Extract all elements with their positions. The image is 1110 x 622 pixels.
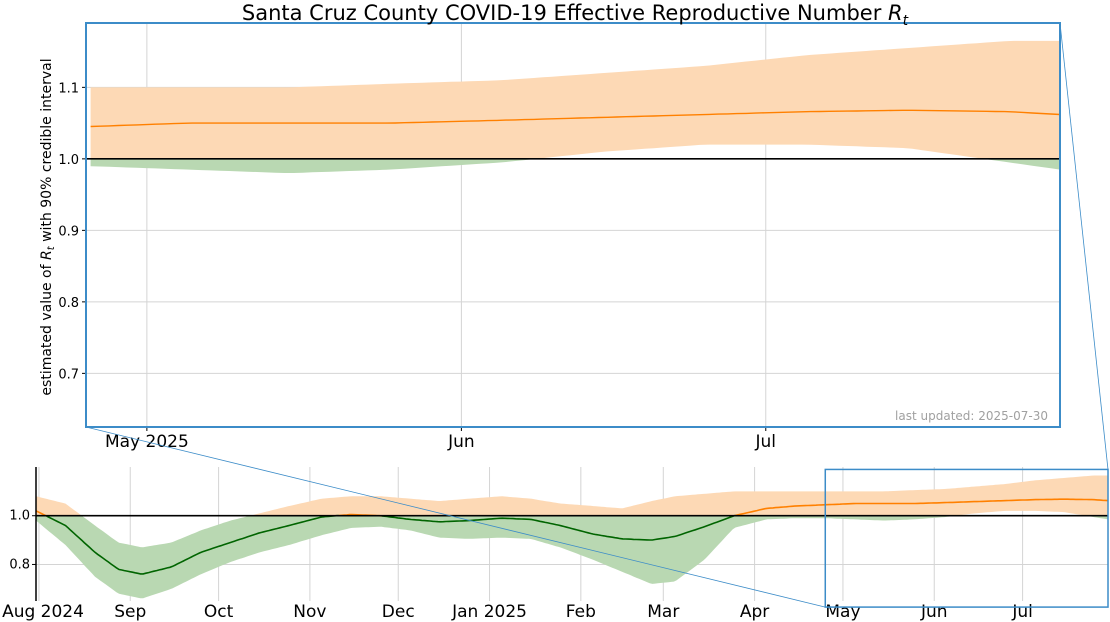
overview-credible-bands: [36, 475, 1108, 599]
chart-title: Santa Cruz County COVID-19 Effective Rep…: [242, 1, 909, 29]
chart-title-symbol: R: [888, 1, 903, 25]
overview-x-tick-label: Jun: [920, 602, 948, 622]
overview-x-tick-label: Nov: [293, 602, 326, 622]
y-axis-label-suffix: with 90% credible interval: [39, 58, 55, 241]
overview-y-tick-label: 0.8: [9, 557, 30, 572]
overview-x-tick-label: Aug 2024: [2, 602, 84, 622]
overview-x-tick-label: Dec: [382, 602, 415, 622]
overview-x-tick-label: Jul: [1011, 602, 1033, 622]
main-y-tick-label: 1.1: [58, 81, 79, 96]
overview-x-tick-label: Sep: [114, 602, 146, 622]
overview-band-above: [36, 475, 1108, 516]
main-y-tick-label: 0.8: [58, 296, 79, 311]
y-axis-label-symbol: R: [39, 250, 55, 260]
main-y-tick-label: 0.7: [58, 367, 79, 382]
overview-band-below: [36, 515, 1108, 599]
y-axis-label-prefix: estimated value of: [39, 263, 55, 395]
main-credible-bands: [90, 40, 1061, 173]
main-y-ticks: 0.7 0.8 0.9 1.0 1.1: [58, 81, 86, 382]
zoom-connector-lines: [85, 22, 1109, 608]
y-axis-label-subscript: t: [46, 245, 57, 250]
overview-zoom-box: [824, 468, 1109, 608]
overview-median-segment: [735, 498, 1109, 517]
main-y-tick-label: 0.9: [58, 224, 79, 239]
main-panel: 0.70.80.91.01.1 May 2025JunJul last upda…: [58, 22, 1061, 452]
chart-title-subscript: t: [903, 13, 909, 29]
zoom-connector-right: [1059, 22, 1109, 470]
zoom-connector-left: [85, 426, 826, 608]
last-updated-label: last updated: 2025-07-30: [895, 409, 1048, 423]
overview-x-tick-label: Jan 2025: [451, 602, 527, 622]
overview-median-segment: [46, 514, 339, 575]
overview-y-tick-label: 1.0: [9, 509, 30, 524]
main-band-above: [90, 40, 1061, 159]
main-median-line: [90, 109, 1061, 128]
main-median-segment: [90, 109, 1061, 128]
y-axis-label: estimated value of Rt with 90% credible …: [39, 58, 57, 395]
overview-x-ticks: Aug 2024 Sep Oct Nov Dec Jan 2025 Feb Mar Apr May…: [2, 602, 1033, 622]
main-x-tick-label: Jun: [447, 432, 475, 452]
overview-panel: 0.8 1.0 Aug 2024 Sep Oct Nov Dec Jan 2025 Feb Ma…: [2, 467, 1109, 622]
overview-y-ticks: 0.8 1.0: [9, 509, 36, 572]
main-x-tick-label: Jul: [755, 432, 777, 452]
main-y-tick-label: 1.0: [58, 153, 79, 168]
overview-median-segment: [381, 514, 736, 541]
main-band-below: [90, 158, 1061, 173]
overview-x-tick-label: Oct: [204, 602, 234, 622]
main-zoom-frame: [85, 22, 1061, 428]
overview-x-tick-label: Mar: [647, 602, 679, 622]
overview-x-tick-label: May: [825, 602, 860, 622]
overview-x-tick-label: Apr: [740, 602, 769, 622]
overview-x-tick-label: Feb: [566, 602, 596, 622]
main-x-ticks: May 2025JunJul: [105, 427, 776, 452]
overview-median-line: [35, 498, 1109, 575]
chart-title-text: Santa Cruz County COVID-19 Effective Rep…: [242, 1, 882, 25]
